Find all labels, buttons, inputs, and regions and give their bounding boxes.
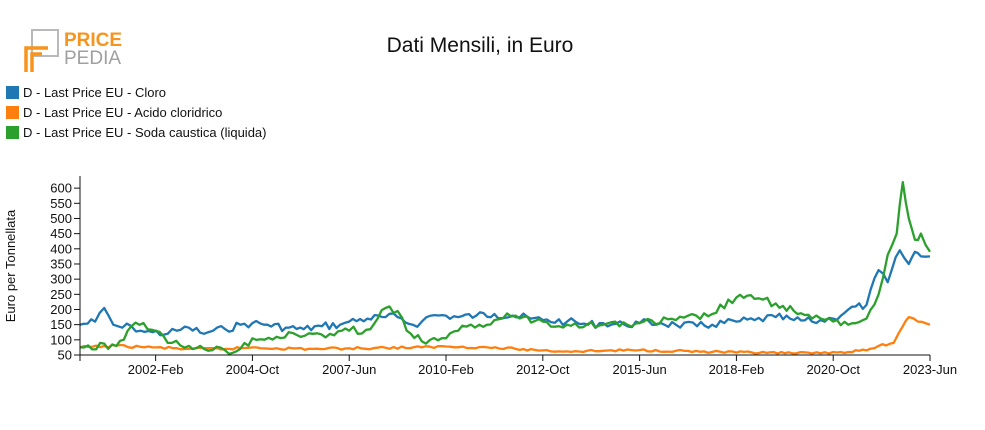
- y-tick-label: 200: [50, 302, 72, 317]
- x-tick-label: 2007-Jun: [322, 362, 376, 377]
- legend-item-soda-caustica[interactable]: D - Last Price EU - Soda caustica (liqui…: [6, 122, 266, 142]
- y-tick-label: 150: [50, 317, 72, 332]
- legend-swatch-cloro: [6, 85, 19, 99]
- legend-swatch-acido-cloridrico: [6, 105, 19, 119]
- y-tick-label: 250: [50, 287, 72, 302]
- y-tick-600: 600: [50, 181, 80, 196]
- y-tick-label: 600: [50, 181, 72, 196]
- y-tick-label: 550: [50, 196, 72, 211]
- y-tick-200: 200: [50, 302, 80, 317]
- legend-item-acido-cloridrico[interactable]: D - Last Price EU - Acido cloridrico: [6, 102, 266, 122]
- y-tick-300: 300: [50, 272, 80, 287]
- x-tick-2023-Jun: 2023-Jun: [903, 355, 957, 377]
- y-tick-label: 500: [50, 211, 72, 226]
- y-tick-250: 250: [50, 287, 80, 302]
- x-axis: 2002-Feb 2004-Oct 2007-Jun 2010-Feb 2012-Oct…: [79, 354, 957, 377]
- x-tick-label: 2012-Oct: [516, 362, 570, 377]
- y-tick-label: 100: [50, 332, 72, 347]
- legend-label-cloro: D - Last Price EU - Cloro: [23, 84, 167, 100]
- y-tick-550: 550: [50, 196, 80, 211]
- x-tick-label: 2023-Jun: [903, 362, 957, 377]
- y-tick-450: 450: [50, 226, 80, 241]
- y-axis-label: Euro per Tonnellata: [3, 209, 18, 322]
- y-tick-100: 100: [50, 332, 80, 347]
- series-line-1: [79, 315, 931, 355]
- y-tick-50: 50: [58, 348, 80, 363]
- legend-item-cloro[interactable]: D - Last Price EU - Cloro: [6, 82, 266, 102]
- x-tick-label: 2010-Feb: [418, 362, 474, 377]
- pricepedia-logo: PRICE PEDIA: [24, 29, 122, 72]
- y-tick-500: 500: [50, 211, 80, 226]
- x-tick-2007-Jun: 2007-Jun: [322, 355, 376, 377]
- x-tick-label: 2015-Jun: [612, 362, 666, 377]
- x-tick-2015-Jun: 2015-Jun: [612, 355, 667, 377]
- legend-label-acido-cloridrico: D - Last Price EU - Acido cloridrico: [23, 104, 223, 120]
- x-tick-label: 2018-Feb: [709, 362, 765, 377]
- x-tick-2020-Oct: 2020-Oct: [806, 355, 860, 377]
- x-tick-2002-Feb: 2002-Feb: [128, 355, 184, 377]
- y-tick-400: 400: [50, 241, 80, 256]
- logo-word-pedia: PEDIA: [64, 48, 121, 69]
- y-tick-label: 450: [50, 226, 72, 241]
- legend-label-soda-caustica: D - Last Price EU - Soda caustica (liqui…: [23, 124, 267, 140]
- chart-legend: D - Last Price EU - Cloro D - Last Price…: [6, 82, 266, 142]
- x-tick-2010-Feb: 2010-Feb: [418, 355, 474, 377]
- x-tick-2004-Oct: 2004-Oct: [226, 355, 280, 377]
- x-tick-label: 2002-Feb: [128, 362, 184, 377]
- x-tick-label: 2004-Oct: [226, 362, 280, 377]
- legend-swatch-soda-caustica: [6, 125, 19, 139]
- y-tick-label: 400: [50, 241, 72, 256]
- y-tick-label: 50: [58, 348, 72, 363]
- y-tick-label: 300: [50, 272, 72, 287]
- y-tick-label: 350: [50, 256, 72, 271]
- chart-title: Dati Mensili, in Euro: [386, 34, 574, 57]
- y-tick-350: 350: [50, 256, 80, 271]
- y-tick-150: 150: [50, 317, 80, 332]
- series-layer: [79, 180, 931, 355]
- series-line-0: [79, 249, 931, 337]
- x-tick-label: 2020-Oct: [806, 362, 860, 377]
- logo-word-price: PRICE: [64, 30, 122, 51]
- series-line-2: [79, 180, 931, 355]
- x-tick-2012-Oct: 2012-Oct: [516, 355, 570, 377]
- x-tick-2018-Feb: 2018-Feb: [709, 355, 765, 377]
